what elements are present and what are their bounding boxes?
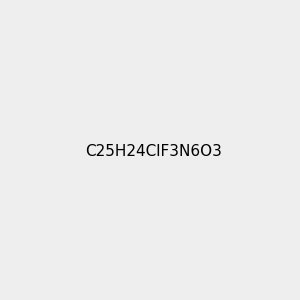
Text: C25H24ClF3N6O3: C25H24ClF3N6O3 [85,144,222,159]
